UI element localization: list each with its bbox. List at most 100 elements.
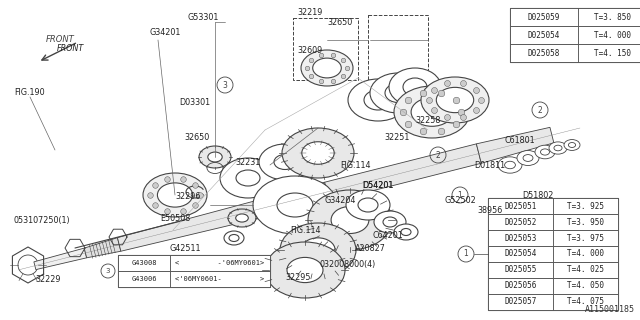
Text: 3: 3 bbox=[106, 268, 110, 274]
Ellipse shape bbox=[541, 149, 550, 155]
Ellipse shape bbox=[224, 231, 244, 245]
Ellipse shape bbox=[199, 146, 231, 168]
Text: 32231: 32231 bbox=[236, 157, 260, 166]
Ellipse shape bbox=[302, 142, 334, 164]
Bar bbox=[578, 26, 640, 44]
Text: G42511: G42511 bbox=[169, 244, 201, 252]
Bar bbox=[488, 230, 618, 246]
Bar bbox=[488, 198, 618, 310]
Text: FRONT: FRONT bbox=[56, 44, 84, 52]
Bar bbox=[488, 262, 618, 278]
Bar bbox=[553, 198, 618, 214]
Text: 1: 1 bbox=[463, 250, 468, 259]
Ellipse shape bbox=[370, 73, 426, 113]
Ellipse shape bbox=[389, 68, 441, 106]
Bar bbox=[488, 214, 553, 230]
Ellipse shape bbox=[280, 223, 356, 277]
Text: 32650: 32650 bbox=[327, 18, 352, 27]
Ellipse shape bbox=[523, 155, 533, 161]
Text: 32650: 32650 bbox=[184, 132, 210, 141]
Text: D025058: D025058 bbox=[528, 49, 560, 58]
Text: D025051: D025051 bbox=[504, 202, 537, 211]
Bar bbox=[170, 255, 270, 271]
Ellipse shape bbox=[436, 87, 474, 113]
Bar bbox=[488, 294, 553, 310]
Bar bbox=[488, 230, 553, 246]
Bar bbox=[553, 278, 618, 294]
Ellipse shape bbox=[308, 190, 392, 250]
Text: FRONT: FRONT bbox=[45, 35, 74, 44]
Text: T=3. 975: T=3. 975 bbox=[567, 234, 604, 243]
Text: T=4. 075: T=4. 075 bbox=[567, 298, 604, 307]
Ellipse shape bbox=[229, 235, 239, 242]
Ellipse shape bbox=[236, 170, 260, 186]
Bar bbox=[510, 8, 578, 26]
Bar bbox=[118, 255, 270, 271]
Text: D51802: D51802 bbox=[522, 190, 554, 199]
Text: G53301: G53301 bbox=[188, 12, 219, 21]
Bar bbox=[118, 255, 270, 287]
Bar bbox=[553, 246, 618, 262]
Text: G34204: G34204 bbox=[324, 196, 356, 204]
Ellipse shape bbox=[277, 193, 313, 217]
Polygon shape bbox=[324, 144, 481, 202]
Text: D025054: D025054 bbox=[528, 30, 560, 39]
Bar bbox=[368, 15, 428, 80]
Bar bbox=[293, 18, 358, 80]
Ellipse shape bbox=[253, 176, 337, 234]
Text: G34201: G34201 bbox=[149, 28, 180, 36]
Bar bbox=[118, 271, 270, 287]
Text: D025056: D025056 bbox=[504, 282, 537, 291]
Ellipse shape bbox=[348, 79, 408, 121]
Text: D03301: D03301 bbox=[179, 98, 211, 107]
Bar bbox=[488, 246, 618, 262]
Bar bbox=[553, 262, 618, 278]
Ellipse shape bbox=[517, 150, 539, 165]
Bar bbox=[488, 198, 553, 214]
Ellipse shape bbox=[401, 228, 411, 236]
Ellipse shape bbox=[236, 214, 248, 222]
Ellipse shape bbox=[346, 190, 390, 220]
Text: 2: 2 bbox=[436, 150, 440, 159]
Text: D54201: D54201 bbox=[362, 180, 394, 189]
Bar bbox=[488, 246, 553, 262]
Text: 32295: 32295 bbox=[285, 274, 311, 283]
Polygon shape bbox=[34, 248, 86, 270]
Ellipse shape bbox=[313, 58, 341, 78]
Bar bbox=[578, 8, 640, 26]
Text: D01811: D01811 bbox=[474, 161, 506, 170]
Ellipse shape bbox=[265, 242, 345, 298]
Bar bbox=[510, 44, 640, 62]
Text: G43008: G43008 bbox=[131, 260, 157, 266]
Bar bbox=[488, 262, 553, 278]
Text: T=3. 925: T=3. 925 bbox=[567, 202, 604, 211]
Text: 38956: 38956 bbox=[477, 205, 502, 214]
Ellipse shape bbox=[394, 86, 470, 138]
Bar bbox=[510, 26, 578, 44]
Bar bbox=[510, 44, 578, 62]
Text: A20827: A20827 bbox=[355, 244, 385, 252]
Ellipse shape bbox=[554, 145, 562, 151]
Text: 053107250(1): 053107250(1) bbox=[13, 215, 70, 225]
Text: FIG.190: FIG.190 bbox=[15, 87, 45, 97]
Text: D025055: D025055 bbox=[504, 266, 537, 275]
Bar bbox=[118, 255, 170, 271]
Text: T=4. 025: T=4. 025 bbox=[567, 266, 604, 275]
Ellipse shape bbox=[358, 198, 378, 212]
Text: T=4. 000: T=4. 000 bbox=[567, 250, 604, 259]
Text: T=4. 150: T=4. 150 bbox=[595, 49, 632, 58]
Ellipse shape bbox=[301, 238, 335, 262]
Ellipse shape bbox=[535, 145, 555, 159]
Text: 32229: 32229 bbox=[35, 276, 61, 284]
Polygon shape bbox=[118, 182, 330, 251]
Text: 32609: 32609 bbox=[298, 45, 323, 54]
Bar bbox=[510, 26, 640, 44]
Bar bbox=[488, 214, 618, 230]
Text: 32258: 32258 bbox=[415, 116, 441, 124]
Ellipse shape bbox=[498, 157, 522, 173]
Text: G43006: G43006 bbox=[131, 276, 157, 282]
Ellipse shape bbox=[385, 84, 411, 102]
Text: 2: 2 bbox=[538, 106, 542, 115]
Ellipse shape bbox=[374, 211, 406, 233]
Bar bbox=[488, 294, 618, 310]
